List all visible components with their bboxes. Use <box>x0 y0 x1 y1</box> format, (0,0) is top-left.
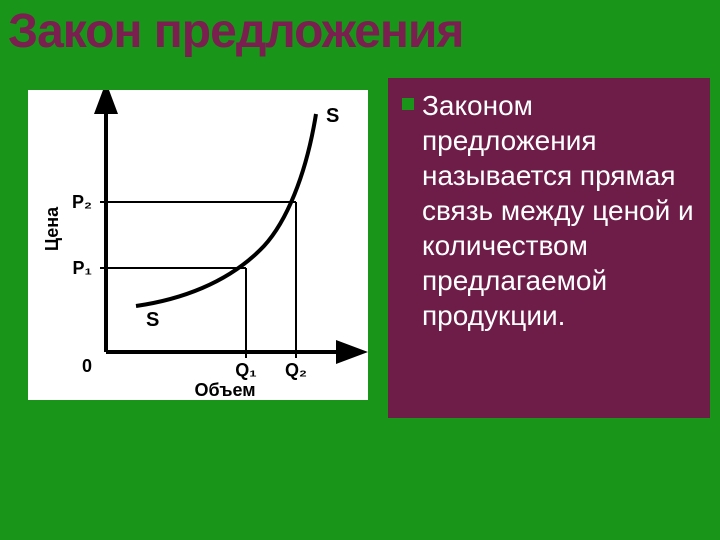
svg-text:S: S <box>326 105 339 127</box>
slide: Закон предложения P₁ P₂ Q₁ Q₂ 0 Объем Цена S S З… <box>0 0 720 540</box>
svg-text:Цена: Цена <box>42 206 62 251</box>
page-title: Закон предложения <box>8 4 463 59</box>
svg-text:P₂: P₂ <box>72 192 92 212</box>
definition-text: Законом предложения называется прямая св… <box>422 88 696 333</box>
svg-text:S: S <box>146 309 159 331</box>
bullet-icon <box>402 98 414 110</box>
svg-text:P₁: P₁ <box>73 258 92 278</box>
supply-chart: P₁ P₂ Q₁ Q₂ 0 Объем Цена S S <box>28 90 368 400</box>
svg-text:Объем: Объем <box>194 380 255 400</box>
svg-text:Q₂: Q₂ <box>285 360 307 380</box>
supply-chart-svg: P₁ P₂ Q₁ Q₂ 0 Объем Цена S S <box>28 90 368 400</box>
svg-text:Q₁: Q₁ <box>235 360 256 380</box>
svg-text:0: 0 <box>82 356 92 376</box>
definition-box: Законом предложения называется прямая св… <box>388 78 710 418</box>
